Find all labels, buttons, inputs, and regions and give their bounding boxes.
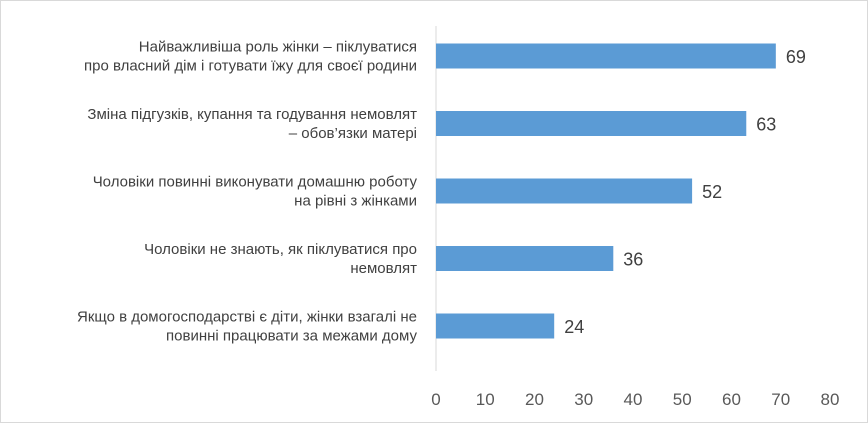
- data-label-4: 24: [564, 317, 584, 337]
- bar-3: [436, 246, 614, 271]
- x-tick-label-2: 20: [525, 390, 544, 409]
- bar-4: [436, 313, 555, 339]
- x-tick-label-8: 80: [821, 390, 840, 409]
- x-tick-label-6: 60: [722, 390, 741, 409]
- category-label-4-line-0: Якщо в домогосподарстві є діти, жінки вз…: [77, 309, 417, 326]
- category-label-1-line-1: – обов’язки матері: [289, 125, 417, 142]
- category-label-0-line-0: Найважливіша роль жінки – піклуватися: [139, 39, 417, 56]
- bar-2: [436, 178, 693, 204]
- bar-1: [436, 111, 747, 136]
- x-tick-label-1: 10: [476, 390, 495, 409]
- data-label-3: 36: [623, 250, 643, 270]
- category-label-3-line-0: Чоловіки не знають, як піклуватися про: [144, 241, 417, 258]
- bar-0: [436, 43, 776, 69]
- x-tick-label-0: 0: [431, 390, 440, 409]
- data-label-1: 63: [756, 115, 776, 135]
- category-label-4-line-1: повинні працювати за межами дому: [166, 328, 417, 345]
- x-tick-label-5: 50: [673, 390, 692, 409]
- data-label-2: 52: [702, 182, 722, 202]
- category-label-3-line-1: немовлят: [350, 260, 417, 277]
- category-label-2-line-1: на рівні з жінками: [294, 193, 417, 210]
- x-tick-label-7: 70: [771, 390, 790, 409]
- category-label-1-line-0: Зміна підгузків, купання та годування не…: [87, 106, 417, 123]
- category-label-2-line-0: Чоловіки повинні виконувати домашню робо…: [93, 174, 418, 191]
- category-label-0-line-1: про власний дім і готувати їжу для своєї…: [84, 58, 417, 75]
- x-tick-label-4: 40: [624, 390, 643, 409]
- x-tick-label-3: 30: [574, 390, 593, 409]
- data-label-0: 69: [786, 47, 806, 67]
